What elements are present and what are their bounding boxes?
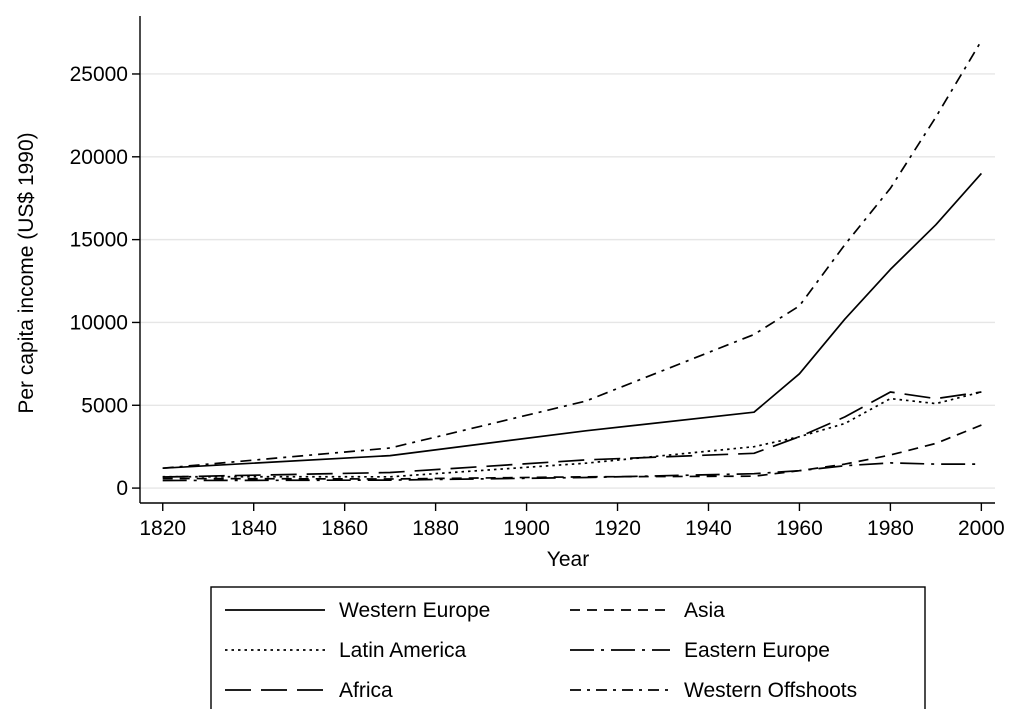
x-tick-label-0: 1820 bbox=[139, 517, 186, 540]
legend-label-western-europe: Western Europe bbox=[339, 599, 490, 622]
x-tick-label-2: 1860 bbox=[321, 517, 368, 540]
y-tick-label-4: 20000 bbox=[70, 146, 128, 169]
series-line-latin-america bbox=[162, 391, 982, 478]
series-line-eastern-europe bbox=[162, 462, 982, 482]
series-line-western-offshoots bbox=[162, 40, 983, 470]
legend-label-africa: Africa bbox=[339, 679, 393, 702]
x-axis-title: Year bbox=[547, 548, 589, 571]
y-tick-label-0: 0 bbox=[116, 477, 128, 500]
x-axis-ticks: 1820 1840 1860 1880 1900 1920 1940 1960 1980 2000 bbox=[139, 503, 1005, 540]
x-tick-label-9: 2000 bbox=[958, 517, 1005, 540]
series-lines bbox=[162, 40, 983, 482]
legend: Western Europe Asia Latin America Eastern E… bbox=[210, 586, 926, 709]
legend-box bbox=[210, 586, 926, 709]
x-tick-label-7: 1960 bbox=[776, 517, 823, 540]
legend-label-asia: Asia bbox=[684, 599, 725, 622]
legend-label-eastern-europe: Eastern Europe bbox=[684, 639, 830, 662]
series-line-western-europe bbox=[162, 172, 983, 470]
legend-label-western-offshoots: Western Offshoots bbox=[684, 679, 857, 702]
y-tick-label-3: 15000 bbox=[70, 229, 128, 252]
series-line-africa bbox=[162, 391, 982, 478]
y-tick-label-2: 10000 bbox=[70, 311, 128, 334]
x-tick-label-6: 1940 bbox=[685, 517, 732, 540]
x-tick-label-8: 1980 bbox=[867, 517, 914, 540]
x-tick-label-4: 1900 bbox=[503, 517, 550, 540]
y-axis-title: Per capita income (US$ 1990) bbox=[15, 132, 38, 413]
y-axis-ticks: 0 5000 10000 15000 20000 25000 bbox=[70, 63, 140, 500]
x-tick-label-3: 1880 bbox=[412, 517, 459, 540]
y-tick-label-1: 5000 bbox=[81, 394, 128, 417]
legend-label-latin-america: Latin America bbox=[339, 639, 467, 662]
y-tick-label-5: 25000 bbox=[70, 63, 128, 86]
x-tick-label-5: 1920 bbox=[594, 517, 641, 540]
x-tick-label-1: 1840 bbox=[230, 517, 277, 540]
gridlines bbox=[140, 73, 995, 489]
axes bbox=[139, 16, 995, 504]
